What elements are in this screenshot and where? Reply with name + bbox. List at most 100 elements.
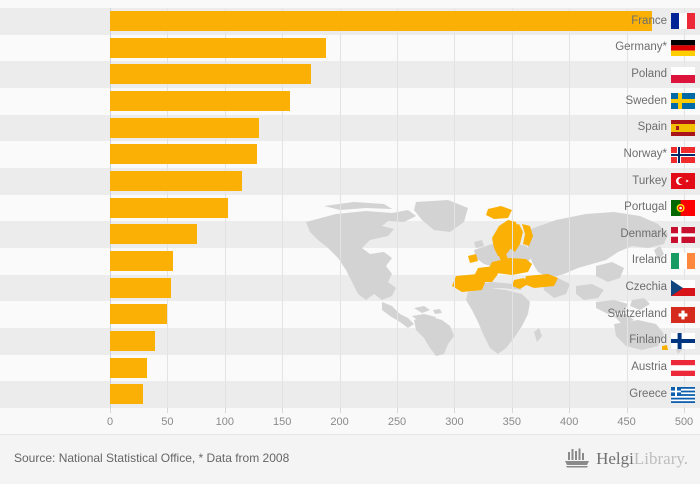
category-label-row: Austria <box>0 355 700 382</box>
bar-row <box>0 248 700 275</box>
flag-sweden-icon <box>671 93 695 110</box>
category-label-row: Spain <box>0 115 700 142</box>
bar-row <box>0 168 700 195</box>
category-label: Portugal <box>624 201 667 214</box>
source-note: Source: National Statistical Office, * D… <box>14 451 290 465</box>
logo-word-secondary: Library. <box>633 448 688 468</box>
category-label: Czechia <box>625 281 667 294</box>
bar[interactable] <box>110 357 147 378</box>
category-label-row: Switzerland <box>0 301 700 328</box>
x-tick <box>110 408 111 413</box>
category-label-row: Portugal <box>0 195 700 222</box>
bar-row <box>0 88 700 115</box>
flag-finland-icon <box>671 333 695 350</box>
category-label: Greece <box>629 387 667 400</box>
bar[interactable] <box>110 197 229 218</box>
x-tick-label: 500 <box>674 416 694 428</box>
category-labels: France Germany* Poland Sweden Spain Norway* Tu… <box>0 8 700 408</box>
flag-poland-icon <box>671 66 695 83</box>
x-tick <box>684 408 685 413</box>
category-label: Austria <box>631 361 667 374</box>
bar[interactable] <box>110 250 174 271</box>
bar[interactable] <box>110 170 243 191</box>
flag-turkey-icon <box>671 173 695 190</box>
x-tick-label: 150 <box>273 416 292 428</box>
x-tick <box>282 408 284 413</box>
category-label-row: Germany* <box>0 35 700 62</box>
category-label-row: Norway* <box>0 141 700 168</box>
bar[interactable] <box>110 90 291 111</box>
category-label-row: Greece <box>0 381 700 408</box>
flag-denmark-icon <box>671 226 695 243</box>
bar-row <box>0 355 700 382</box>
x-tick-label: 100 <box>215 416 234 428</box>
x-axis: 0 50 100 150 200 250 300 350 400 450 500 <box>0 408 700 434</box>
bar-row <box>0 8 700 35</box>
flag-spain-icon <box>671 119 695 136</box>
flag-norway-icon <box>671 146 695 163</box>
x-tick-label: 450 <box>617 416 636 428</box>
x-tick-label: 350 <box>502 416 521 428</box>
category-label: Finland <box>629 334 667 347</box>
flag-czechia-icon <box>671 279 695 296</box>
bar[interactable] <box>110 117 260 138</box>
plot-area: France Germany* Poland Sweden Spain Norway* Tu… <box>0 8 700 408</box>
flag-greece-icon <box>671 386 695 403</box>
bar[interactable] <box>110 64 311 85</box>
category-label-row: Turkey <box>0 168 700 195</box>
flag-germany-icon <box>671 39 695 56</box>
category-label: Norway* <box>623 147 667 160</box>
category-label: France <box>631 14 667 27</box>
category-label: Turkey <box>632 174 667 187</box>
category-label: Poland <box>631 67 667 80</box>
x-tick <box>224 408 226 413</box>
category-label-row: Sweden <box>0 88 700 115</box>
bar[interactable] <box>110 224 198 245</box>
category-label: Germany* <box>615 41 667 54</box>
x-tick <box>569 408 571 413</box>
helgi-mark-icon <box>564 448 590 468</box>
flag-switzerland-icon <box>671 306 695 323</box>
bar-row <box>0 301 700 328</box>
x-tick <box>397 408 398 413</box>
category-label: Sweden <box>625 94 667 107</box>
logo-word-primary: Helgi <box>596 448 634 468</box>
flag-austria-icon <box>671 359 695 376</box>
bars-layer <box>0 8 700 408</box>
x-tick <box>339 408 341 413</box>
x-tick-label: 0 <box>106 416 114 428</box>
bar-row <box>0 35 700 62</box>
x-tick <box>511 408 513 413</box>
bar-row <box>0 195 700 222</box>
bar[interactable] <box>110 277 171 298</box>
bar-row <box>0 381 700 408</box>
bar[interactable] <box>110 37 326 58</box>
x-tick <box>167 408 169 413</box>
category-label: Denmark <box>620 227 667 240</box>
category-label: Spain <box>637 121 667 134</box>
bar[interactable] <box>110 144 257 165</box>
bar[interactable] <box>110 330 155 351</box>
category-label-row: Ireland <box>0 248 700 275</box>
x-tick-label: 300 <box>445 416 464 428</box>
x-tick-label: 50 <box>161 416 174 428</box>
category-label-row: Denmark <box>0 221 700 248</box>
flag-france-icon <box>671 13 695 30</box>
x-tick-label: 400 <box>560 416 579 428</box>
x-tick-label: 250 <box>387 416 407 428</box>
chart-footer: Source: National Statistical Office, * D… <box>0 434 700 484</box>
bar[interactable] <box>110 384 144 405</box>
bar-row <box>0 275 700 302</box>
bar-row <box>0 115 700 142</box>
helgi-library-logo[interactable]: HelgiLibrary. <box>564 448 688 468</box>
category-label-row: Poland <box>0 61 700 88</box>
bar-row <box>0 328 700 355</box>
x-tick <box>626 408 628 413</box>
x-tick-label: 200 <box>330 416 349 428</box>
flag-ireland-icon <box>671 253 695 270</box>
category-label-row: France <box>0 8 700 35</box>
category-label-row: Finland <box>0 328 700 355</box>
bar[interactable] <box>110 304 168 325</box>
bar[interactable] <box>110 11 652 31</box>
category-label: Ireland <box>631 254 667 267</box>
